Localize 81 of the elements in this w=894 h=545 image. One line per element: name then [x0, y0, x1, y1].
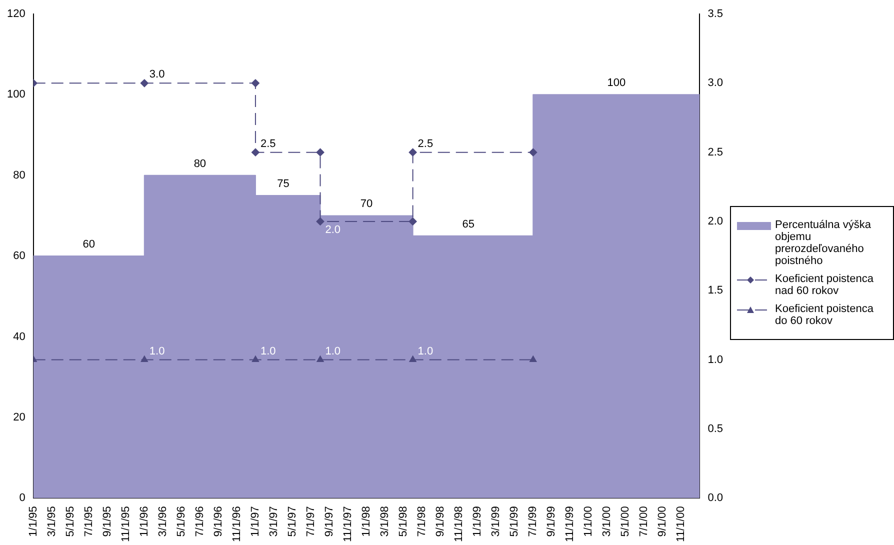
legend-label: Koeficient poistenca do 60 rokov	[775, 302, 874, 326]
y2-tick-label: 1.5	[708, 284, 724, 297]
data-label: 75	[277, 178, 290, 190]
x-tick-label: 11/1/98	[453, 506, 466, 542]
x-tick-label: 11/1/00	[675, 506, 688, 542]
data-label: 2.5	[418, 138, 434, 150]
y2-tick-label: 2.5	[708, 146, 724, 158]
y-tick-label: 80	[13, 169, 26, 182]
y-tick-label: 0	[19, 492, 26, 504]
data-label: 2.0	[325, 224, 341, 236]
y-tick-label: 120	[6, 8, 26, 20]
x-tick-label: 1/1/95	[27, 506, 40, 537]
point	[408, 217, 417, 226]
y2-tick-label: 0.5	[708, 422, 724, 435]
x-tick-label: 7/1/98	[416, 506, 428, 537]
x-tick-label: 5/1/98	[398, 506, 410, 537]
y-tick-label: 20	[13, 411, 26, 424]
data-label: 2.5	[260, 138, 276, 150]
data-label: 1.0	[149, 345, 165, 358]
x-tick-label: 5/1/95	[64, 506, 76, 537]
x-tick-label: 1/1/00	[582, 506, 595, 537]
point	[140, 356, 148, 362]
x-tick-label: 9/1/95	[101, 506, 114, 537]
data-label: 70	[360, 198, 373, 210]
point	[252, 356, 260, 362]
legend-label: Percentuálna výška objemu prerozdeľovaného poistného	[775, 218, 872, 266]
x-tick-label: 1/1/99	[472, 506, 484, 537]
x-tick-label: 1/1/98	[360, 506, 373, 537]
x-tick-label: 7/1/95	[82, 506, 95, 537]
legend-label: Koeficient poistenca nad 60 rokov	[775, 272, 874, 296]
point	[251, 79, 260, 88]
x-tick-label: 5/1/97	[286, 506, 299, 537]
x-tick-label: 3/1/98	[379, 506, 392, 537]
y2-tick-label: 2.0	[708, 216, 724, 228]
data-label: 80	[194, 158, 206, 170]
data-label: 1.0	[418, 345, 434, 358]
x-tick-label: 11/1/99	[564, 506, 576, 542]
x-tick-label: 3/1/97	[268, 506, 280, 537]
x-tick-label: 5/1/99	[508, 506, 521, 537]
x-tick-label: 3/1/99	[490, 506, 502, 537]
x-tick-label: 9/1/97	[324, 506, 336, 537]
x-tick-label: 7/1/00	[638, 506, 650, 537]
x-tick-label: 9/1/00	[656, 506, 669, 537]
x-tick-label: 1/1/97	[250, 506, 262, 537]
data-label: 1.0	[325, 345, 341, 358]
y-tick-label: 40	[13, 330, 26, 343]
point	[408, 148, 417, 156]
y-tick-label: 60	[13, 250, 26, 262]
x-tick-label: 9/1/99	[546, 506, 558, 537]
data-label: 65	[462, 218, 474, 230]
y-tick-label: 100	[6, 88, 26, 101]
x-tick-label: 7/1/96	[194, 506, 206, 537]
x-tick-label: 3/1/95	[46, 506, 58, 537]
x-tick-label: 11/1/96	[230, 506, 243, 542]
point	[251, 148, 260, 156]
x-tick-label: 3/1/96	[156, 506, 169, 537]
x-tick-label: 5/1/00	[620, 506, 632, 537]
x-tick-label: 7/1/99	[527, 506, 540, 537]
x-tick-label: 9/1/98	[434, 506, 447, 537]
x-tick-label: 3/1/00	[601, 506, 614, 537]
data-label: 3.0	[149, 68, 165, 81]
point	[530, 356, 537, 362]
point	[316, 148, 324, 156]
x-tick-label: 1/1/96	[138, 506, 150, 537]
x-tick-label: 9/1/96	[212, 506, 224, 537]
point	[316, 217, 324, 226]
point	[316, 356, 324, 362]
y2-tick-label: 1.0	[708, 354, 724, 366]
x-tick-label: 11/1/95	[120, 506, 132, 542]
x-tick-label: 5/1/96	[175, 506, 188, 537]
data-label: 100	[607, 77, 626, 90]
x-tick-label: 11/1/97	[342, 506, 354, 542]
point	[409, 356, 416, 362]
point	[140, 79, 148, 88]
y2-tick-label: 3.0	[708, 77, 724, 90]
data-label: 1.0	[260, 345, 276, 358]
data-label: 60	[82, 238, 96, 251]
y2-tick-label: 0.0	[708, 492, 724, 504]
point	[529, 148, 538, 156]
y2-tick-label: 3.5	[708, 8, 724, 20]
x-tick-label: 7/1/97	[305, 506, 318, 537]
